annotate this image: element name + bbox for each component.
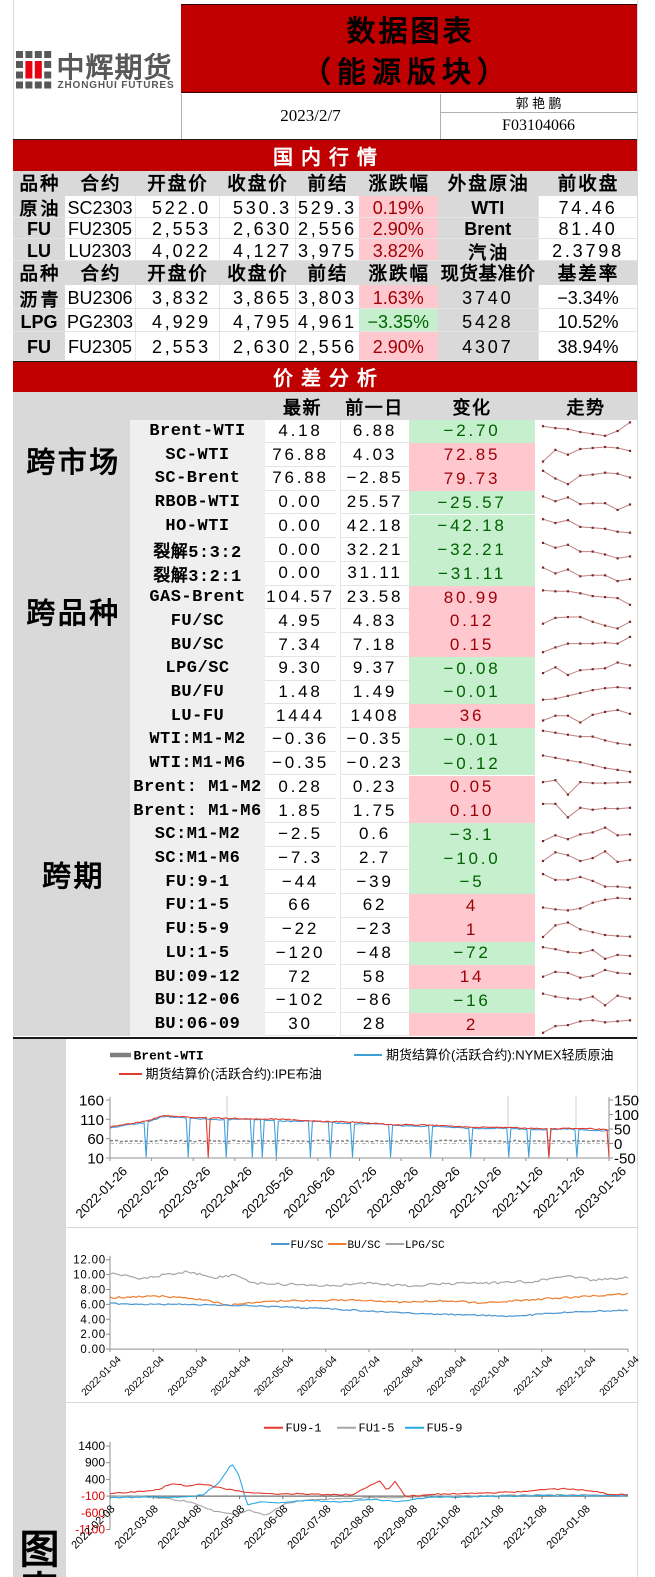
svg-text:Brent-WTI: Brent-WTI — [134, 1049, 204, 1064]
svg-text:2022-04-08: 2022-04-08 — [156, 1503, 204, 1551]
svg-text:2022-08-04: 2022-08-04 — [382, 1354, 426, 1398]
svg-text:160: 160 — [79, 1093, 104, 1110]
svg-text:4.00: 4.00 — [80, 1314, 106, 1326]
svg-text:0: 0 — [614, 1136, 622, 1153]
svg-text:期货结算价(活跃合约):NYMEX轻质原油: 期货结算价(活跃合约):NYMEX轻质原油 — [386, 1048, 614, 1063]
svg-text:2022-12-04: 2022-12-04 — [554, 1354, 598, 1398]
svg-text:900: 900 — [85, 1456, 105, 1470]
svg-text:1400: 1400 — [78, 1439, 105, 1453]
svg-text:-1100: -1100 — [75, 1523, 105, 1537]
svg-text:6.00: 6.00 — [80, 1299, 106, 1311]
svg-text:100: 100 — [614, 1107, 639, 1124]
svg-text:-600: -600 — [81, 1506, 105, 1520]
svg-text:-100: -100 — [81, 1489, 105, 1503]
svg-text:150: 150 — [614, 1093, 639, 1110]
svg-text:2022-11-04: 2022-11-04 — [512, 1354, 556, 1398]
svg-text:2022-03-08: 2022-03-08 — [113, 1503, 161, 1551]
svg-text:400: 400 — [85, 1472, 105, 1486]
svg-text:FU9-1: FU9-1 — [286, 1422, 322, 1436]
svg-text:10.00: 10.00 — [73, 1270, 106, 1282]
svg-text:12.00: 12.00 — [73, 1255, 106, 1267]
svg-text:期货结算价(活跃合约):IPE布油: 期货结算价(活跃合约):IPE布油 — [146, 1067, 322, 1082]
svg-text:2022-06-04: 2022-06-04 — [295, 1354, 339, 1398]
svg-text:2023-01-04: 2023-01-04 — [598, 1354, 642, 1398]
svg-text:2022-02-04: 2022-02-04 — [123, 1354, 167, 1398]
svg-text:0.00: 0.00 — [80, 1344, 106, 1356]
svg-text:FU5-9: FU5-9 — [427, 1422, 463, 1436]
svg-text:BU/SC: BU/SC — [348, 1240, 381, 1252]
svg-text:2022-04-04: 2022-04-04 — [209, 1354, 253, 1398]
svg-text:2022-12-08: 2022-12-08 — [501, 1503, 549, 1551]
svg-text:2022-10-04: 2022-10-04 — [468, 1354, 512, 1398]
svg-text:2022-01-04: 2022-01-04 — [80, 1354, 124, 1398]
svg-text:50: 50 — [614, 1122, 631, 1139]
svg-text:8.00: 8.00 — [80, 1285, 106, 1297]
svg-text:2022-09-04: 2022-09-04 — [425, 1354, 469, 1398]
svg-text:2022-05-04: 2022-05-04 — [252, 1354, 296, 1398]
svg-text:2022-07-08: 2022-07-08 — [285, 1503, 333, 1551]
svg-text:2.00: 2.00 — [80, 1329, 106, 1341]
svg-text:FU1-5: FU1-5 — [359, 1422, 395, 1436]
svg-text:LPG/SC: LPG/SC — [405, 1240, 445, 1252]
svg-text:2022-09-08: 2022-09-08 — [372, 1503, 420, 1551]
svg-text:2022-11-08: 2022-11-08 — [459, 1503, 507, 1551]
svg-text:2022-08-08: 2022-08-08 — [329, 1503, 377, 1551]
svg-text:60: 60 — [87, 1131, 104, 1148]
svg-text:FU/SC: FU/SC — [291, 1240, 324, 1252]
svg-text:2022-07-04: 2022-07-04 — [339, 1354, 383, 1398]
svg-text:2023-01-08: 2023-01-08 — [545, 1503, 593, 1551]
svg-text:2022-03-04: 2022-03-04 — [166, 1354, 210, 1398]
svg-text:110: 110 — [80, 1112, 104, 1129]
svg-text:-50: -50 — [614, 1151, 636, 1168]
svg-text:10: 10 — [87, 1151, 104, 1168]
svg-text:2022-10-08: 2022-10-08 — [415, 1503, 463, 1551]
svg-text:2022-05-08: 2022-05-08 — [199, 1503, 247, 1551]
